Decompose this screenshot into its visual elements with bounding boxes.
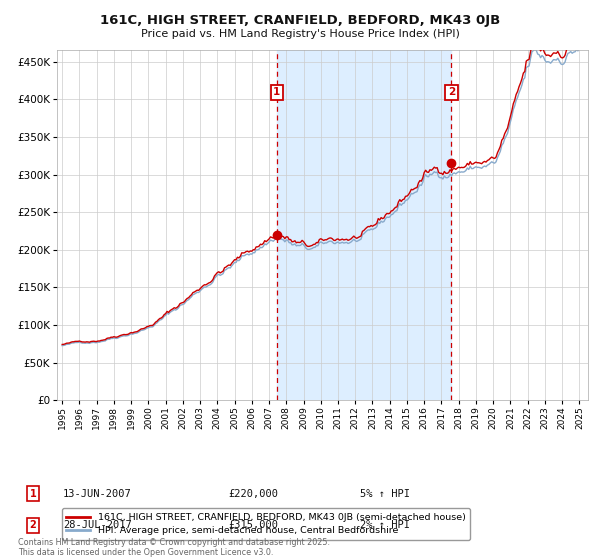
Text: 1: 1 [273, 87, 280, 97]
Text: £315,000: £315,000 [228, 520, 278, 530]
Text: Price paid vs. HM Land Registry's House Price Index (HPI): Price paid vs. HM Land Registry's House … [140, 29, 460, 39]
Text: 2: 2 [29, 520, 37, 530]
Text: Contains HM Land Registry data © Crown copyright and database right 2025.
This d: Contains HM Land Registry data © Crown c… [18, 538, 330, 557]
Text: £220,000: £220,000 [228, 489, 278, 499]
Text: 1: 1 [29, 489, 37, 499]
Text: 13-JUN-2007: 13-JUN-2007 [63, 489, 132, 499]
Text: 161C, HIGH STREET, CRANFIELD, BEDFORD, MK43 0JB: 161C, HIGH STREET, CRANFIELD, BEDFORD, M… [100, 14, 500, 27]
Legend: 161C, HIGH STREET, CRANFIELD, BEDFORD, MK43 0JB (semi-detached house), HPI: Aver: 161C, HIGH STREET, CRANFIELD, BEDFORD, M… [62, 508, 470, 540]
Bar [277, 50, 451, 400]
Text: 2% ↑ HPI: 2% ↑ HPI [360, 520, 410, 530]
Text: 28-JUL-2017: 28-JUL-2017 [63, 520, 132, 530]
Text: 2: 2 [448, 87, 455, 97]
Text: 5% ↑ HPI: 5% ↑ HPI [360, 489, 410, 499]
